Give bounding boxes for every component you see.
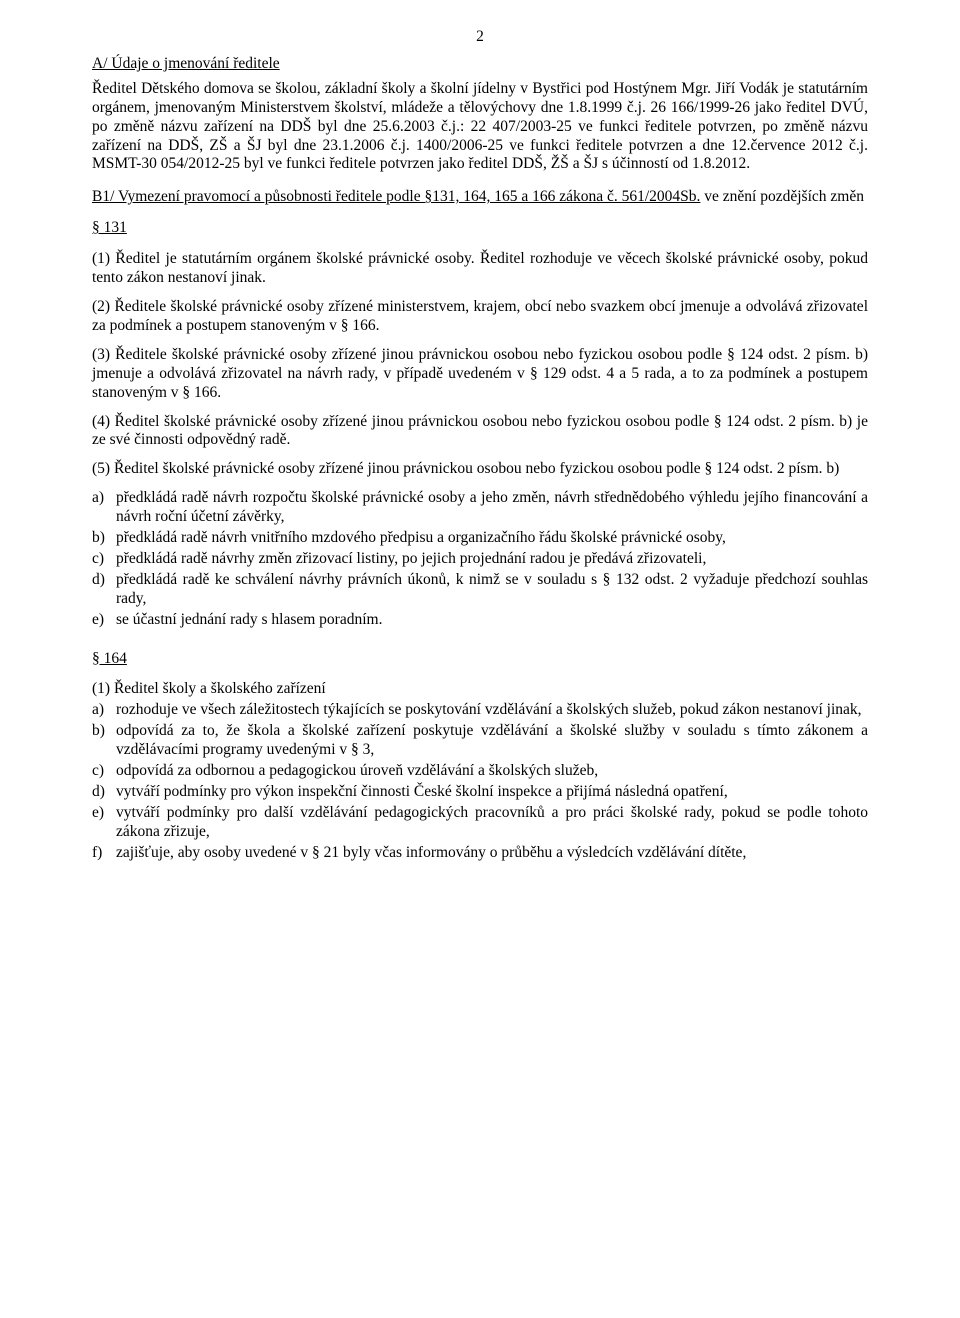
list-text: předkládá radě návrhy změn zřizovací lis…	[116, 550, 868, 569]
s164-list: a) rozhoduje ve všech záležitostech týka…	[92, 701, 868, 862]
s131-p5-lead: (5) Ředitel školské právnické osoby zříz…	[92, 460, 868, 479]
s131-p2: (2) Ředitele školské právnické osoby zří…	[92, 298, 868, 336]
list-item: d) předkládá radě ke schválení návrhy pr…	[92, 571, 868, 609]
list-item: b) předkládá radě návrh vnitřního mzdové…	[92, 529, 868, 548]
heading-b1-underlined: B1/ Vymezení pravomocí a působnosti ředi…	[92, 188, 700, 205]
list-marker: d)	[92, 571, 116, 609]
page-number: 2	[92, 28, 868, 47]
list-marker: b)	[92, 722, 116, 760]
list-text: vytváří podmínky pro výkon inspekční čin…	[116, 783, 868, 802]
list-item: e) se účastní jednání rady s hlasem pora…	[92, 611, 868, 630]
heading-a: A/ Údaje o jmenování ředitele	[92, 55, 868, 74]
heading-b1: B1/ Vymezení pravomocí a působnosti ředi…	[92, 188, 868, 207]
list-marker: e)	[92, 611, 116, 630]
list-marker: c)	[92, 762, 116, 781]
list-marker: d)	[92, 783, 116, 802]
section-164-title: § 164	[92, 650, 868, 669]
list-text: vytváří podmínky pro další vzdělávání pe…	[116, 804, 868, 842]
list-item: a) předkládá radě návrh rozpočtu školské…	[92, 489, 868, 527]
section-131-body: (1) Ředitel je statutárním orgánem škols…	[92, 250, 868, 479]
list-marker: e)	[92, 804, 116, 842]
s131-p4: (4) Ředitel školské právnické osoby zříz…	[92, 413, 868, 451]
list-item: c) odpovídá za odbornou a pedagogickou ú…	[92, 762, 868, 781]
s131-p3: (3) Ředitele školské právnické osoby zří…	[92, 346, 868, 403]
list-marker: f)	[92, 844, 116, 863]
list-marker: a)	[92, 489, 116, 527]
list-item: c) předkládá radě návrhy změn zřizovací …	[92, 550, 868, 569]
list-item: a) rozhoduje ve všech záležitostech týka…	[92, 701, 868, 720]
list-item: d) vytváří podmínky pro výkon inspekční …	[92, 783, 868, 802]
list-text: zajišťuje, aby osoby uvedené v § 21 byly…	[116, 844, 868, 863]
list-item: b) odpovídá za to, že škola a školské za…	[92, 722, 868, 760]
list-marker: c)	[92, 550, 116, 569]
list-marker: b)	[92, 529, 116, 548]
section-131-title: § 131	[92, 219, 868, 238]
list-text: předkládá radě ke schválení návrhy právn…	[116, 571, 868, 609]
list-text: se účastní jednání rady s hlasem poradní…	[116, 611, 868, 630]
list-text: odpovídá za to, že škola a školské zaříz…	[116, 722, 868, 760]
document-page: 2 A/ Údaje o jmenování ředitele Ředitel …	[0, 0, 960, 1318]
list-marker: a)	[92, 701, 116, 720]
list-text: rozhoduje ve všech záležitostech týkajíc…	[116, 701, 868, 720]
list-text: odpovídá za odbornou a pedagogickou úrov…	[116, 762, 868, 781]
list-item: e) vytváří podmínky pro další vzdělávání…	[92, 804, 868, 842]
s164-lead: (1) Ředitel školy a školského zařízení	[92, 680, 868, 699]
list-item: f) zajišťuje, aby osoby uvedené v § 21 b…	[92, 844, 868, 863]
list-text: předkládá radě návrh vnitřního mzdového …	[116, 529, 868, 548]
list-text: předkládá radě návrh rozpočtu školské pr…	[116, 489, 868, 527]
s131-list: a) předkládá radě návrh rozpočtu školské…	[92, 489, 868, 629]
heading-b1-tail: ve znění pozdějších změn	[700, 188, 864, 205]
s131-p1: (1) Ředitel je statutárním orgánem škols…	[92, 250, 868, 288]
paragraph-a: Ředitel Dětského domova se školou, zákla…	[92, 80, 868, 175]
